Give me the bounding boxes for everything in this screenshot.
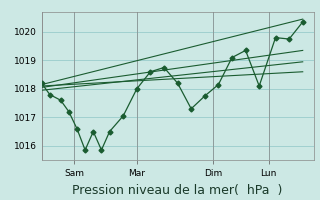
X-axis label: Pression niveau de la mer(  hPa  ): Pression niveau de la mer( hPa ): [72, 184, 283, 197]
